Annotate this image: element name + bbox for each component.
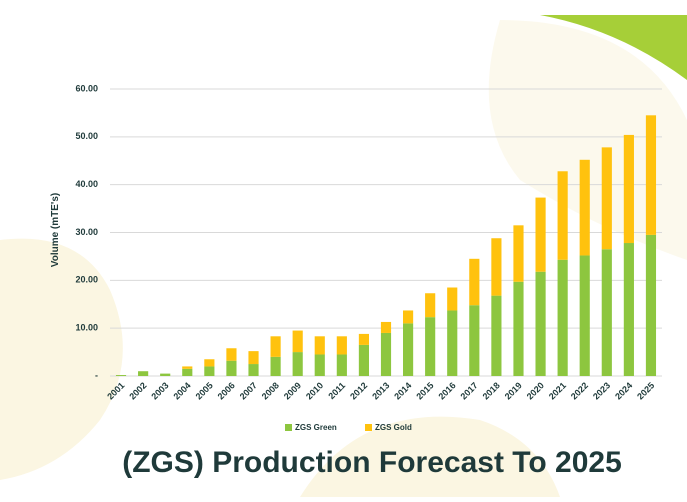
bar-segment — [248, 364, 259, 376]
x-tick-label: 2016 — [436, 380, 457, 401]
x-tick-label: 2009 — [282, 380, 303, 401]
bar-segment — [447, 310, 458, 376]
x-tick-label: 2025 — [635, 380, 656, 401]
y-tick-label: - — [95, 370, 98, 380]
x-tick-label: 2022 — [569, 380, 590, 401]
y-tick-label: 40.00 — [75, 179, 98, 189]
bar-segment — [403, 310, 414, 324]
bar-segment — [226, 360, 237, 376]
x-tick-label: 2010 — [304, 380, 325, 401]
x-tick-label: 2020 — [525, 380, 546, 401]
bar-segment — [469, 305, 480, 376]
bar-segment — [204, 366, 215, 376]
bar-segment — [535, 197, 546, 272]
x-tick-label: 2011 — [326, 380, 347, 401]
y-tick-label: 30.00 — [75, 227, 98, 237]
y-tick-label: 60.00 — [75, 83, 98, 93]
bar-segment — [425, 293, 436, 318]
bar-segment — [623, 243, 634, 376]
bar-segment — [447, 287, 458, 311]
bar-segment — [138, 371, 149, 376]
bg-blob — [488, 20, 687, 260]
bar-segment — [358, 344, 369, 376]
x-tick-label: 2018 — [481, 380, 502, 401]
chart-title: (ZGS) Production Forecast To 2025 — [122, 446, 622, 479]
x-tick-label: 2021 — [547, 380, 568, 401]
bar-segment — [182, 368, 193, 376]
x-tick-label: 2019 — [503, 380, 524, 401]
bar-segment — [513, 281, 524, 376]
bar-segment — [403, 323, 414, 376]
bar-segment — [469, 258, 480, 306]
x-tick-label: 2007 — [238, 380, 259, 401]
bar-segment — [425, 317, 436, 376]
bar-segment — [491, 295, 502, 376]
x-tick-label: 2008 — [260, 380, 281, 401]
x-tick-label: 2005 — [194, 380, 215, 401]
bar-segment — [380, 332, 392, 376]
legend-label: ZGS Gold — [375, 423, 412, 432]
bg-blob — [300, 416, 560, 497]
bar-segment — [115, 375, 127, 376]
bar-segment — [358, 333, 369, 345]
x-tick-label: 2004 — [171, 380, 192, 401]
bar-segment — [623, 134, 634, 244]
bar-segment — [226, 348, 237, 361]
x-tick-label: 2013 — [370, 380, 391, 401]
bar-segment — [270, 336, 281, 357]
bg-blob — [0, 238, 123, 480]
bar-segment — [182, 366, 193, 369]
x-tick-label: 2003 — [149, 380, 170, 401]
bar-segment — [270, 356, 281, 376]
x-tick-label: 2012 — [348, 380, 369, 401]
bar-segment — [160, 373, 171, 376]
x-tick-label: 2015 — [414, 380, 435, 401]
x-tick-label: 2023 — [591, 380, 612, 401]
bar-segment — [513, 225, 524, 282]
legend-swatch — [285, 424, 292, 431]
legend-label: ZGS Green — [295, 423, 337, 432]
bar-segment — [535, 271, 546, 376]
bar-segment — [314, 336, 325, 355]
corner-decoration — [540, 15, 687, 80]
bar-segment — [292, 330, 303, 353]
bar-segment — [645, 234, 657, 376]
x-tick-label: 2002 — [127, 380, 148, 401]
bar-segment — [380, 321, 392, 333]
bar-segment — [601, 147, 612, 250]
bar-segment — [248, 351, 259, 365]
bar-segment — [204, 359, 215, 367]
bar-segment — [336, 336, 347, 355]
bar-segment — [491, 238, 502, 296]
bar-segment — [336, 354, 347, 376]
y-tick-label: 10.00 — [75, 323, 98, 333]
bar-segment — [557, 259, 568, 376]
x-tick-label: 2017 — [458, 380, 479, 401]
legend-swatch — [365, 424, 372, 431]
bar-segment — [601, 249, 612, 376]
bar-segment — [557, 171, 568, 260]
x-tick-label: 2024 — [613, 380, 634, 401]
y-axis-label: Volume (mTE's) — [50, 193, 61, 267]
bar-segment — [579, 255, 590, 376]
y-tick-label: 50.00 — [75, 131, 98, 141]
bar-segment — [314, 354, 325, 376]
bar-segment — [579, 159, 590, 256]
bar-segment — [292, 352, 303, 376]
x-tick-label: 2014 — [392, 380, 413, 401]
bar-segment — [645, 115, 657, 235]
x-tick-label: 2006 — [216, 380, 237, 401]
y-tick-label: 20.00 — [75, 275, 98, 285]
